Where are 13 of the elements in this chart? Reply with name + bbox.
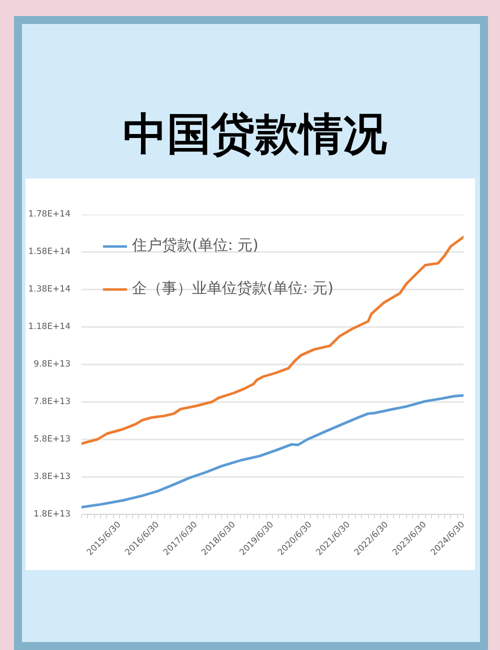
- legend-label: 住户贷款(单位: 元): [132, 236, 259, 255]
- y-tick-label: 1.8E+13: [34, 510, 70, 520]
- y-tick-label: 1.38E+14: [28, 284, 70, 294]
- y-tick-label: 1.18E+14: [28, 322, 70, 332]
- chart-title: 中国贷款情况: [122, 108, 388, 162]
- y-tick-label: 3.8E+13: [34, 472, 70, 482]
- y-tick-label: 9.8E+13: [34, 360, 70, 370]
- line-series: [82, 394, 464, 508]
- y-tick-label: 1.58E+14: [28, 247, 70, 257]
- y-tick-label: 7.8E+13: [34, 397, 70, 407]
- y-tick-label: 5.8E+13: [34, 434, 70, 444]
- y-tick-label: 1.78E+14: [28, 210, 70, 220]
- legend-label: 企（事）业单位贷款(单位: 元): [132, 279, 334, 298]
